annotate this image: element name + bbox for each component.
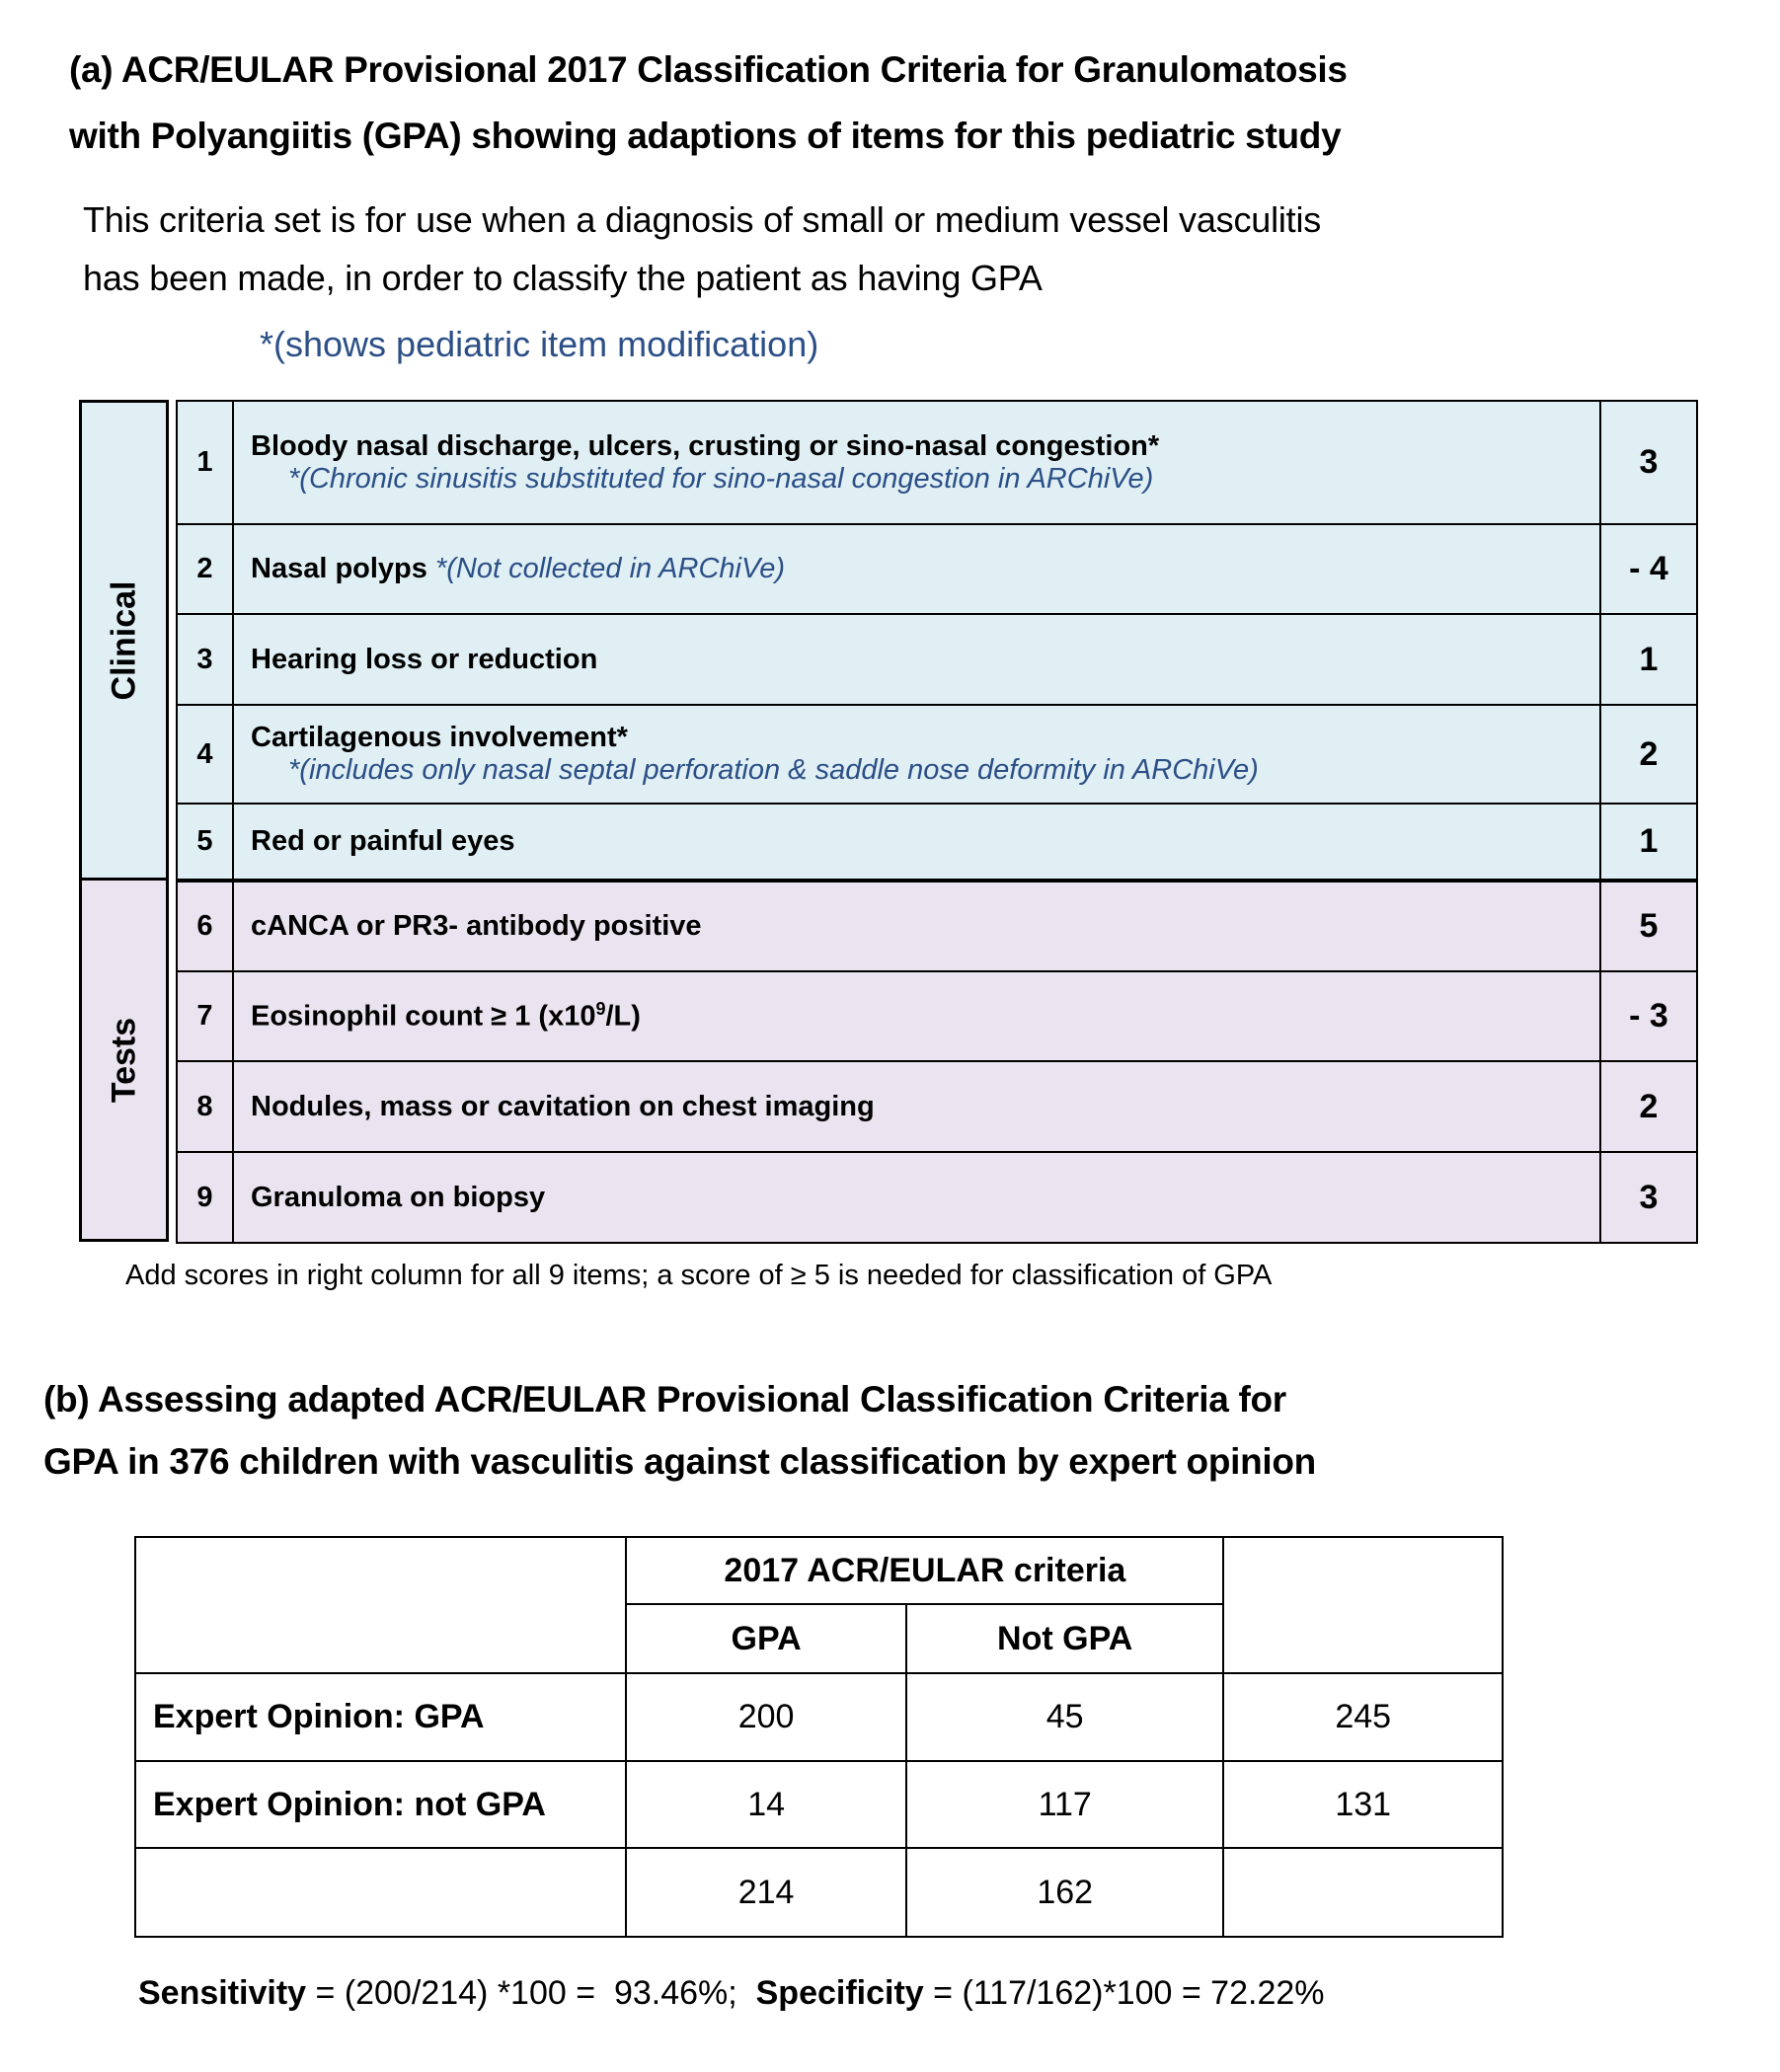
item-score: 2: [1599, 704, 1698, 805]
criteria-row: 1 Bloody nasal discharge, ulcers, crusti…: [176, 400, 1698, 525]
item-label: Nasal polyps: [251, 553, 427, 584]
row-label: Expert Opinion: GPA: [133, 1672, 628, 1762]
table-row: 214 162: [133, 1847, 1504, 1938]
item-label: Bloody nasal discharge, ulcers, crusting…: [251, 429, 1160, 462]
item-note: *(Chronic sinusitis substituted for sino…: [288, 462, 1154, 495]
item-score: - 3: [1599, 970, 1698, 1062]
criteria-row: 8 Nodules, mass or cavitation on chest i…: [176, 1060, 1698, 1153]
item-score: 2: [1599, 1060, 1698, 1153]
criteria-header: 2017 ACR/EULAR criteria: [625, 1536, 1225, 1605]
group-label-clinical: Clinical: [105, 580, 142, 700]
row-label: [133, 1847, 628, 1938]
row-total: 245: [1222, 1672, 1504, 1762]
item-text: Cartilagenous involvement* *(includes onl…: [232, 704, 1601, 805]
cell: 117: [904, 1760, 1225, 1849]
specificity-label: Specificity: [755, 1974, 924, 2012]
group-label-tests: Tests: [105, 1017, 142, 1103]
specificity-value: = (117/162)*100 = 72.22%: [923, 1974, 1325, 2012]
row-total: 131: [1222, 1760, 1504, 1849]
item-text: Nasal polyps *(Not collected in ARChiVe): [232, 523, 1601, 615]
statistics-line: Sensitivity = (200/214) *100 = 93.46%; S…: [138, 1974, 1325, 2013]
grand-total: [1222, 1847, 1504, 1938]
description-line1: This criteria set is for use when a diag…: [83, 199, 1322, 240]
sensitivity-value: = (200/214) *100 = 93.46%;: [306, 1974, 756, 2012]
item-note: *(Not collected in ARChiVe): [434, 553, 786, 584]
col-header-gpa: GPA: [625, 1603, 907, 1674]
item-note: *(includes only nasal septal perforation…: [288, 754, 1259, 786]
item-score: 3: [1599, 1151, 1698, 1244]
item-label: Cartilagenous involvement*: [251, 722, 628, 753]
item-score: 3: [1599, 400, 1698, 525]
item-text: Hearing loss or reduction: [232, 613, 1601, 706]
item-number: 6: [176, 879, 234, 972]
scoring-footnote: Add scores in right column for all 9 ite…: [125, 1260, 1273, 1291]
criteria-row: 4 Cartilagenous involvement* *(includes o…: [176, 704, 1698, 805]
item-text: Nodules, mass or cavitation on chest ima…: [232, 1060, 1601, 1153]
part-a-title-line2: with Polyangiitis (GPA) showing adaption…: [69, 115, 1342, 156]
item-score: 5: [1599, 879, 1698, 972]
criteria-row: 7 Eosinophil count ≥ 1 (x109/L) - 3: [176, 970, 1698, 1062]
criteria-row: 5 Red or painful eyes 1: [176, 803, 1698, 882]
part-b-title-line1: (b) Assessing adapted ACR/EULAR Provisio…: [43, 1379, 1286, 1420]
cell: 200: [625, 1672, 907, 1762]
item-number: 5: [176, 803, 234, 882]
item-number: 8: [176, 1060, 234, 1153]
criteria-row: 3 Hearing loss or reduction 1: [176, 613, 1698, 706]
item-score: 1: [1599, 803, 1698, 882]
superscript: 9: [595, 999, 606, 1020]
item-text: Bloody nasal discharge, ulcers, crusting…: [232, 400, 1601, 525]
criteria-row: 9 Granuloma on biopsy 3: [176, 1151, 1698, 1244]
table-row: Expert Opinion: GPA 200 45 245: [133, 1672, 1504, 1762]
item-number: 7: [176, 970, 234, 1062]
item-number: 1: [176, 400, 234, 525]
col-header-not-gpa: Not GPA: [904, 1603, 1225, 1674]
group-clinical: Clinical: [79, 400, 169, 881]
part-b-title-line2: GPA in 376 children with vasculitis agai…: [43, 1441, 1316, 1482]
sensitivity-label: Sensitivity: [138, 1974, 307, 2012]
empty-total-header: [1222, 1536, 1504, 1674]
row-label: Expert Opinion: not GPA: [133, 1760, 628, 1849]
modification-note: *(shows pediatric item modification): [260, 324, 819, 364]
contingency-table: 2017 ACR/EULAR criteria GPA Not GPA Expe…: [133, 1536, 1504, 1938]
empty-corner: [133, 1536, 628, 1674]
cell: 45: [904, 1672, 1225, 1762]
description-line2: has been made, in order to classify the …: [83, 258, 1043, 298]
item-label-end: /L): [605, 1000, 641, 1033]
item-number: 4: [176, 704, 234, 805]
item-label: Eosinophil count ≥ 1 (x10: [251, 1000, 596, 1033]
criteria-row: 2 Nasal polyps *(Not collected in ARChiV…: [176, 523, 1698, 615]
item-text: Red or painful eyes: [232, 803, 1601, 882]
criteria-row: 6 cANCA or PR3- antibody positive 5: [176, 879, 1698, 972]
item-text: cANCA or PR3- antibody positive: [232, 879, 1601, 972]
table-row: Expert Opinion: not GPA 14 117 131: [133, 1760, 1504, 1849]
item-number: 9: [176, 1151, 234, 1244]
col-total: 214: [625, 1847, 907, 1938]
col-total: 162: [904, 1847, 1225, 1938]
item-score: 1: [1599, 613, 1698, 706]
item-text: Granuloma on biopsy: [232, 1151, 1601, 1244]
criteria-table: 1 Bloody nasal discharge, ulcers, crusti…: [176, 400, 1698, 1244]
cell: 14: [625, 1760, 907, 1849]
group-tests: Tests: [79, 878, 169, 1242]
item-text: Eosinophil count ≥ 1 (x109/L): [232, 970, 1601, 1062]
item-score: - 4: [1599, 523, 1698, 615]
item-number: 3: [176, 613, 234, 706]
item-number: 2: [176, 523, 234, 615]
part-a-title-line1: (a) ACR/EULAR Provisional 2017 Classific…: [69, 49, 1348, 90]
